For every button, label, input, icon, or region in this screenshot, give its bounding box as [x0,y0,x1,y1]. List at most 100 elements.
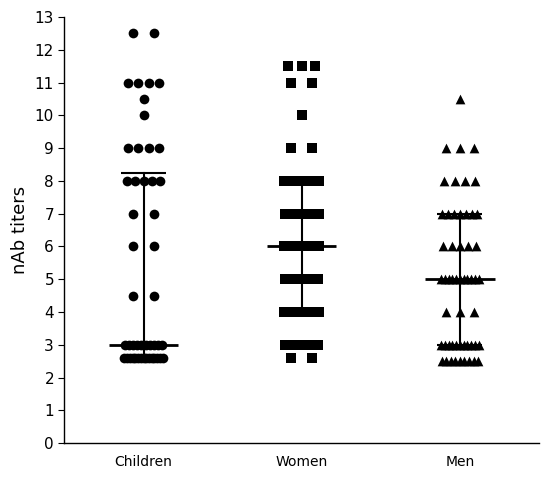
Point [281,341,290,348]
Point [451,357,460,365]
Y-axis label: nAb titers: nAb titers [11,186,29,274]
Point [150,210,158,217]
Point [289,341,298,348]
Point [297,276,306,283]
Point [464,243,472,251]
Point [444,276,453,283]
Point [124,144,133,152]
Point [474,341,483,348]
Point [452,341,460,348]
Point [309,308,318,316]
Point [315,308,324,316]
Point [474,357,482,365]
Point [139,177,148,185]
Point [307,79,316,86]
Point [455,276,464,283]
Point [455,95,464,103]
Point [314,276,322,283]
Point [449,210,458,217]
Point [472,243,481,251]
Point [123,177,131,185]
Point [303,177,312,185]
Point [455,341,464,348]
Point [437,341,446,348]
Point [131,177,140,185]
Point [315,243,324,251]
Point [303,308,312,316]
Point [309,177,318,185]
Point [134,354,142,362]
Point [307,354,316,362]
Point [287,354,296,362]
Point [438,210,447,217]
Point [315,210,323,217]
Point [460,177,469,185]
Point [139,111,148,119]
Point [131,354,140,362]
Point [129,341,138,348]
Point [150,292,158,300]
Point [450,177,459,185]
Point [448,276,456,283]
Point [279,177,288,185]
Point [465,357,474,365]
Point [150,341,158,348]
Point [120,354,129,362]
Point [147,177,156,185]
Point [158,341,167,348]
Point [150,354,159,362]
Point [297,111,306,119]
Point [145,341,154,348]
Point [440,177,449,185]
Point [153,341,162,348]
Point [455,357,464,365]
Point [297,308,306,316]
Point [307,210,316,217]
Point [315,177,324,185]
Point [289,276,298,283]
Point [446,357,455,365]
Point [279,243,288,251]
Point [129,292,138,300]
Point [437,357,446,365]
Point [280,210,289,217]
Point [442,357,450,365]
Point [287,144,296,152]
Point [461,210,470,217]
Point [474,276,483,283]
Point [156,354,164,362]
Point [441,276,449,283]
Point [156,177,164,185]
Point [285,177,294,185]
Point [124,79,133,86]
Point [155,144,163,152]
Point [292,308,300,316]
Point [297,243,306,251]
Point [469,357,478,365]
Point [442,144,450,152]
Point [144,144,153,152]
Point [144,79,153,86]
Point [311,62,320,70]
Point [137,341,146,348]
Point [150,30,158,37]
Point [444,210,453,217]
Point [301,210,310,217]
Point [139,95,148,103]
Point [452,276,460,283]
Point [129,210,138,217]
Point [150,243,158,251]
Point [437,276,446,283]
Point [460,357,469,365]
Point [125,341,134,348]
Point [297,177,306,185]
Point [473,210,482,217]
Point [139,354,148,362]
Point [292,177,300,185]
Point [297,341,306,348]
Point [314,341,322,348]
Point [470,276,479,283]
Point [123,354,131,362]
Point [466,341,475,348]
Point [463,341,472,348]
